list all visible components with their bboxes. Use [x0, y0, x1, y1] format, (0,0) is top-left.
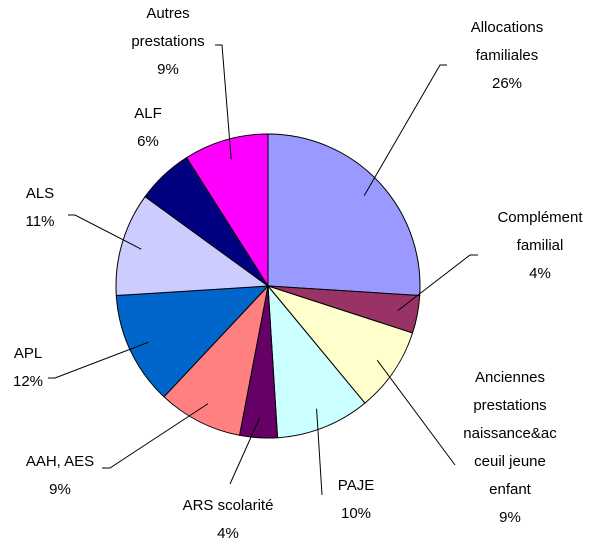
label-line: familial — [517, 237, 564, 254]
slice-label: Allocations familiales — [471, 19, 544, 64]
leader-line — [48, 341, 149, 379]
leader-line — [363, 64, 447, 196]
slice-label: PAJE — [338, 477, 374, 494]
label-line: AAH, AES — [26, 453, 94, 470]
slice-label: Anciennes prestations naissance&ac ceuil je… — [463, 369, 557, 498]
slice-value-label: 4% — [217, 525, 239, 542]
leader-line — [102, 403, 209, 469]
label-line: naissance&ac — [463, 425, 557, 442]
slice-label: ALS — [26, 185, 54, 202]
leader-line — [229, 417, 261, 485]
slice-value-label: 12% — [13, 373, 43, 390]
pie-slice — [266, 284, 414, 404]
slice-value-label: 11% — [26, 213, 55, 230]
label-line: prestations — [473, 397, 546, 414]
pie-slice — [115, 195, 270, 297]
label-line: Complément — [497, 209, 583, 226]
label-line: ALS — [26, 185, 54, 202]
leader-line — [376, 359, 456, 466]
slice-label: ALF — [134, 105, 162, 122]
label-line: APL — [14, 345, 42, 362]
label-line: Allocations — [471, 19, 544, 36]
label-line: prestations — [131, 33, 204, 50]
label-line: ALF — [134, 105, 162, 122]
label-line: PAJE — [338, 477, 374, 494]
slice-value-label: 26% — [492, 75, 522, 92]
leader-line — [215, 44, 232, 160]
slice-label: ARS scolarité — [183, 497, 274, 514]
slice-label: Complément familial — [497, 209, 583, 254]
pie-slice — [185, 133, 269, 288]
slice-value-label: 4% — [529, 265, 551, 282]
label-line: ARS scolarité — [183, 497, 274, 514]
label-line: enfant — [489, 481, 532, 498]
pie-slice — [267, 133, 421, 297]
slice-value-label: 9% — [49, 481, 71, 498]
slice-value-label: 10% — [341, 505, 371, 522]
slice-label: Autres prestations — [131, 5, 204, 50]
slice-label: APL — [14, 345, 42, 362]
slice-value-label: 9% — [157, 61, 179, 78]
leader-line — [68, 214, 142, 250]
label-line: Autres — [146, 5, 189, 22]
label-line: familiales — [476, 47, 539, 64]
slice-value-label: 9% — [499, 509, 521, 526]
pie-slice — [115, 285, 270, 398]
leader-line — [397, 254, 478, 312]
pie-slice — [267, 284, 366, 439]
leader-line — [316, 408, 323, 496]
label-line: ceuil jeune — [474, 453, 546, 470]
pie-slice — [163, 284, 269, 436]
label-line: Anciennes — [475, 369, 545, 386]
slice-value-label: 6% — [137, 133, 159, 150]
slice-label: AAH, AES — [26, 453, 94, 470]
